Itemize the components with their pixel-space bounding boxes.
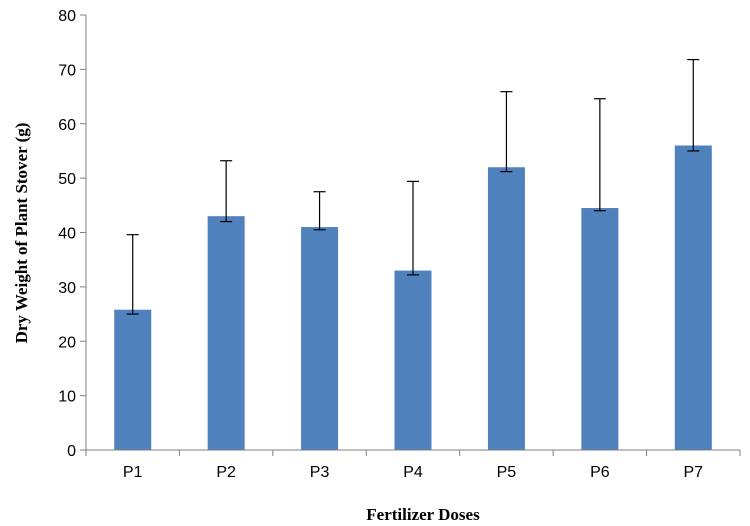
error-bar-p3: [313, 191, 326, 231]
axes-layer: [80, 14, 741, 456]
y-tick-label: 20: [58, 334, 76, 351]
bar-p6: [581, 208, 619, 450]
y-tick-label: 70: [58, 62, 76, 79]
error-bar-p7: [687, 58, 700, 152]
y-tick-label: 30: [58, 280, 76, 297]
bar-p5: [487, 167, 525, 450]
y-tick-label: 80: [58, 8, 76, 25]
y-tick-label: 10: [58, 389, 76, 406]
bar-p3: [301, 227, 339, 450]
bars-layer: [114, 145, 712, 450]
y-tick-label: 0: [67, 443, 76, 460]
x-tick-label-p1: P1: [123, 464, 143, 481]
error-bar-p4: [407, 180, 419, 276]
error-bars-layer: [126, 58, 700, 315]
x-tick-label-p3: P3: [310, 464, 330, 481]
y-tick-label: 50: [58, 171, 76, 188]
error-bar-p1: [126, 234, 139, 315]
bar-p1: [114, 309, 152, 450]
x-tick-label-p2: P2: [216, 464, 236, 481]
bar-p7: [674, 145, 712, 450]
x-tick-label-p5: P5: [497, 464, 517, 481]
bar-p2: [207, 216, 245, 450]
x-tick-label-p7: P7: [683, 464, 703, 481]
y-axis-title: Dry Weight of Plant Stover (g): [12, 123, 31, 344]
tick-labels-layer: 0 10 20 30 40 50 60 70 80 P1 P2 P3 P4 P5 P6 P7: [58, 8, 703, 481]
x-tick-label-p4: P4: [403, 464, 423, 481]
bar-p4: [394, 270, 432, 450]
x-axis-title: Fertilizer Doses: [366, 505, 480, 524]
error-bar-p2: [220, 160, 233, 223]
x-tick-label-p6: P6: [590, 464, 610, 481]
y-tick-label: 40: [58, 226, 76, 243]
error-bar-p6: [593, 98, 606, 212]
error-bar-p5: [500, 91, 513, 173]
y-tick-label: 60: [58, 117, 76, 134]
